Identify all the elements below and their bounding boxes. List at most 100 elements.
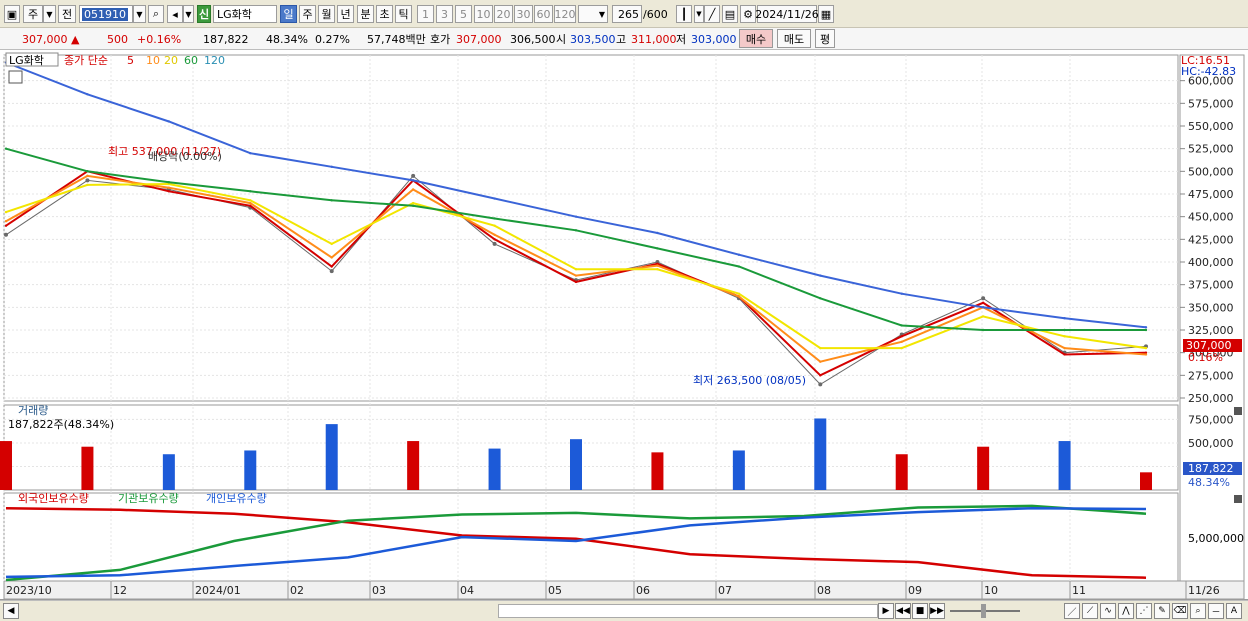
stock-chart-svg[interactable]: 2023/10 12 2024/01 02 03 04 05 06 07 08 09 10 11 11/2… bbox=[0, 50, 1248, 600]
stop-icon[interactable]: ■ bbox=[912, 603, 928, 619]
ma10-point bbox=[574, 274, 578, 277]
current-price-tag: 307,000 bbox=[1186, 339, 1232, 352]
ma60-point bbox=[900, 324, 903, 327]
buy-button[interactable]: 매수 bbox=[739, 29, 773, 48]
draw-ray-icon[interactable]: ⟋ bbox=[1082, 603, 1098, 619]
interval-60-button[interactable]: 60 bbox=[534, 5, 553, 23]
interval-30-button[interactable]: 30 bbox=[514, 5, 533, 23]
period-week-label: 주 bbox=[302, 8, 313, 21]
ma5-point bbox=[167, 190, 171, 193]
ma20-point bbox=[574, 268, 578, 271]
scroll-left-icon[interactable]: ◀ bbox=[3, 603, 19, 619]
draw-line-icon[interactable]: ／ bbox=[1064, 603, 1080, 619]
interval-3-button[interactable]: 3 bbox=[436, 5, 453, 23]
period-week-button[interactable]: 주 bbox=[299, 5, 316, 23]
search-icon[interactable]: ⌕ bbox=[148, 5, 164, 23]
zoom-out-icon[interactable]: － bbox=[1208, 603, 1224, 619]
interval-10-button[interactable]: 10 bbox=[474, 5, 493, 23]
interval-20-button[interactable]: 20 bbox=[494, 5, 513, 23]
scroll-bar[interactable]: ◀ ▶ ◀◀ ■ ▶▶ ／ ⟋ ∿ ⋀ ⋰ ✎ ⌫ ⌕ － A bbox=[0, 600, 1248, 621]
draw-tool-icon[interactable]: ╱ bbox=[704, 5, 720, 23]
save-icon[interactable]: ▤ bbox=[722, 5, 738, 23]
ma10-point bbox=[4, 220, 8, 223]
current-change-tag: 0.16% bbox=[1188, 351, 1223, 364]
font-size-icon[interactable]: A bbox=[1226, 603, 1242, 619]
ma5-point bbox=[900, 335, 903, 338]
prev-button[interactable]: 전 bbox=[58, 5, 76, 23]
period-minute-button[interactable]: 분 bbox=[357, 5, 374, 23]
period-year-label: 년 bbox=[340, 8, 351, 21]
low-label: 저 bbox=[676, 33, 687, 46]
sell-button[interactable]: 매도 bbox=[777, 29, 811, 48]
candle-dropdown-icon[interactable]: ▼ bbox=[694, 5, 704, 23]
ma120-point bbox=[900, 292, 903, 295]
ma20-point bbox=[249, 199, 252, 202]
candle-type-icon[interactable]: ┃ bbox=[676, 5, 692, 23]
ma60-point bbox=[574, 229, 578, 232]
interval-120-button[interactable]: 120 bbox=[554, 5, 576, 23]
x-tick-label: 04 bbox=[460, 584, 474, 597]
period-month-button[interactable]: 월 bbox=[318, 5, 335, 23]
interval-1-button[interactable]: 1 bbox=[417, 5, 434, 23]
code-dropdown-icon[interactable]: ▼ bbox=[133, 5, 146, 23]
layout-icon[interactable]: ▣ bbox=[4, 5, 20, 23]
date-value: 2024/11/26 bbox=[755, 7, 819, 21]
volume-bar bbox=[162, 454, 175, 490]
draw-wave-icon[interactable]: ∿ bbox=[1100, 603, 1116, 619]
ma120-point bbox=[411, 179, 415, 182]
draw-zigzag-icon[interactable]: ⋀ bbox=[1118, 603, 1134, 619]
new-listing-badge: 신 bbox=[197, 5, 211, 23]
ma5-point bbox=[330, 265, 333, 268]
ma10-point bbox=[86, 174, 89, 178]
count-input[interactable]: 265 bbox=[612, 5, 642, 23]
legend-ma20: 20 bbox=[164, 54, 178, 67]
ma20-point bbox=[330, 242, 333, 246]
draw-fib-icon[interactable]: ⋰ bbox=[1136, 603, 1152, 619]
ma120-point bbox=[167, 120, 171, 123]
ma120-point bbox=[819, 274, 822, 277]
price-y-label: 600,000 bbox=[1188, 75, 1234, 88]
zoom-slider-handle[interactable] bbox=[981, 604, 986, 618]
chart-area[interactable]: 2023/10 12 2024/01 02 03 04 05 06 07 08 09 10 11 11/2… bbox=[0, 50, 1248, 600]
draw-text-icon[interactable]: ✎ bbox=[1154, 603, 1170, 619]
low-value: 303,000 bbox=[691, 32, 737, 46]
first-page-icon[interactable]: ◀◀ bbox=[895, 603, 911, 619]
stock-name-field[interactable]: LG화학 bbox=[213, 5, 277, 23]
type-select[interactable]: 주 bbox=[23, 5, 43, 23]
interval-10-label: 10 bbox=[476, 7, 491, 21]
zoom-search-icon[interactable]: ⌕ bbox=[1190, 603, 1206, 619]
period-year-button[interactable]: 년 bbox=[337, 5, 354, 23]
table-icon[interactable] bbox=[8, 70, 23, 84]
count-value: 265 bbox=[618, 7, 639, 21]
legend-stock-box[interactable] bbox=[5, 52, 59, 67]
interval-5-button[interactable]: 5 bbox=[455, 5, 472, 23]
ask-value: 307,000 bbox=[456, 32, 502, 46]
interval-5-label: 5 bbox=[460, 7, 467, 21]
ma120-point bbox=[1144, 326, 1148, 329]
last-page-icon[interactable]: ▶▶ bbox=[929, 603, 945, 619]
speaker-icon[interactable]: ◂ bbox=[167, 5, 183, 23]
ma120-point bbox=[656, 231, 659, 235]
speaker-dropdown-icon[interactable]: ▼ bbox=[183, 5, 194, 23]
settings-gear-icon[interactable]: ⚙ bbox=[740, 5, 756, 23]
stock-code-input[interactable]: 051910 bbox=[79, 5, 133, 23]
ma20-point bbox=[1144, 346, 1148, 350]
ma60-point bbox=[411, 204, 415, 207]
calendar-icon[interactable]: ▦ bbox=[818, 5, 834, 23]
draw-erase-icon[interactable]: ⌫ bbox=[1172, 603, 1188, 619]
ma10-point bbox=[493, 233, 496, 236]
scroll-thumb[interactable] bbox=[498, 604, 878, 618]
scroll-right-icon[interactable]: ▶ bbox=[878, 603, 894, 619]
close-price-point bbox=[492, 241, 497, 246]
interval-custom-dropdown[interactable]: ▼ bbox=[578, 5, 608, 23]
eval-button[interactable]: 평 bbox=[815, 29, 835, 48]
period-day-button[interactable]: 일 bbox=[280, 5, 297, 23]
type-dropdown-icon[interactable]: ▼ bbox=[43, 5, 56, 23]
holding-close-icon[interactable] bbox=[1234, 495, 1242, 503]
volume-close-icon[interactable] bbox=[1234, 407, 1242, 415]
period-tick-button[interactable]: 틱 bbox=[395, 5, 412, 23]
ma20-point bbox=[1063, 335, 1066, 338]
period-second-button[interactable]: 초 bbox=[376, 5, 393, 23]
date-input[interactable]: 2024/11/26 bbox=[755, 5, 819, 23]
eval-label: 평 bbox=[819, 32, 831, 46]
